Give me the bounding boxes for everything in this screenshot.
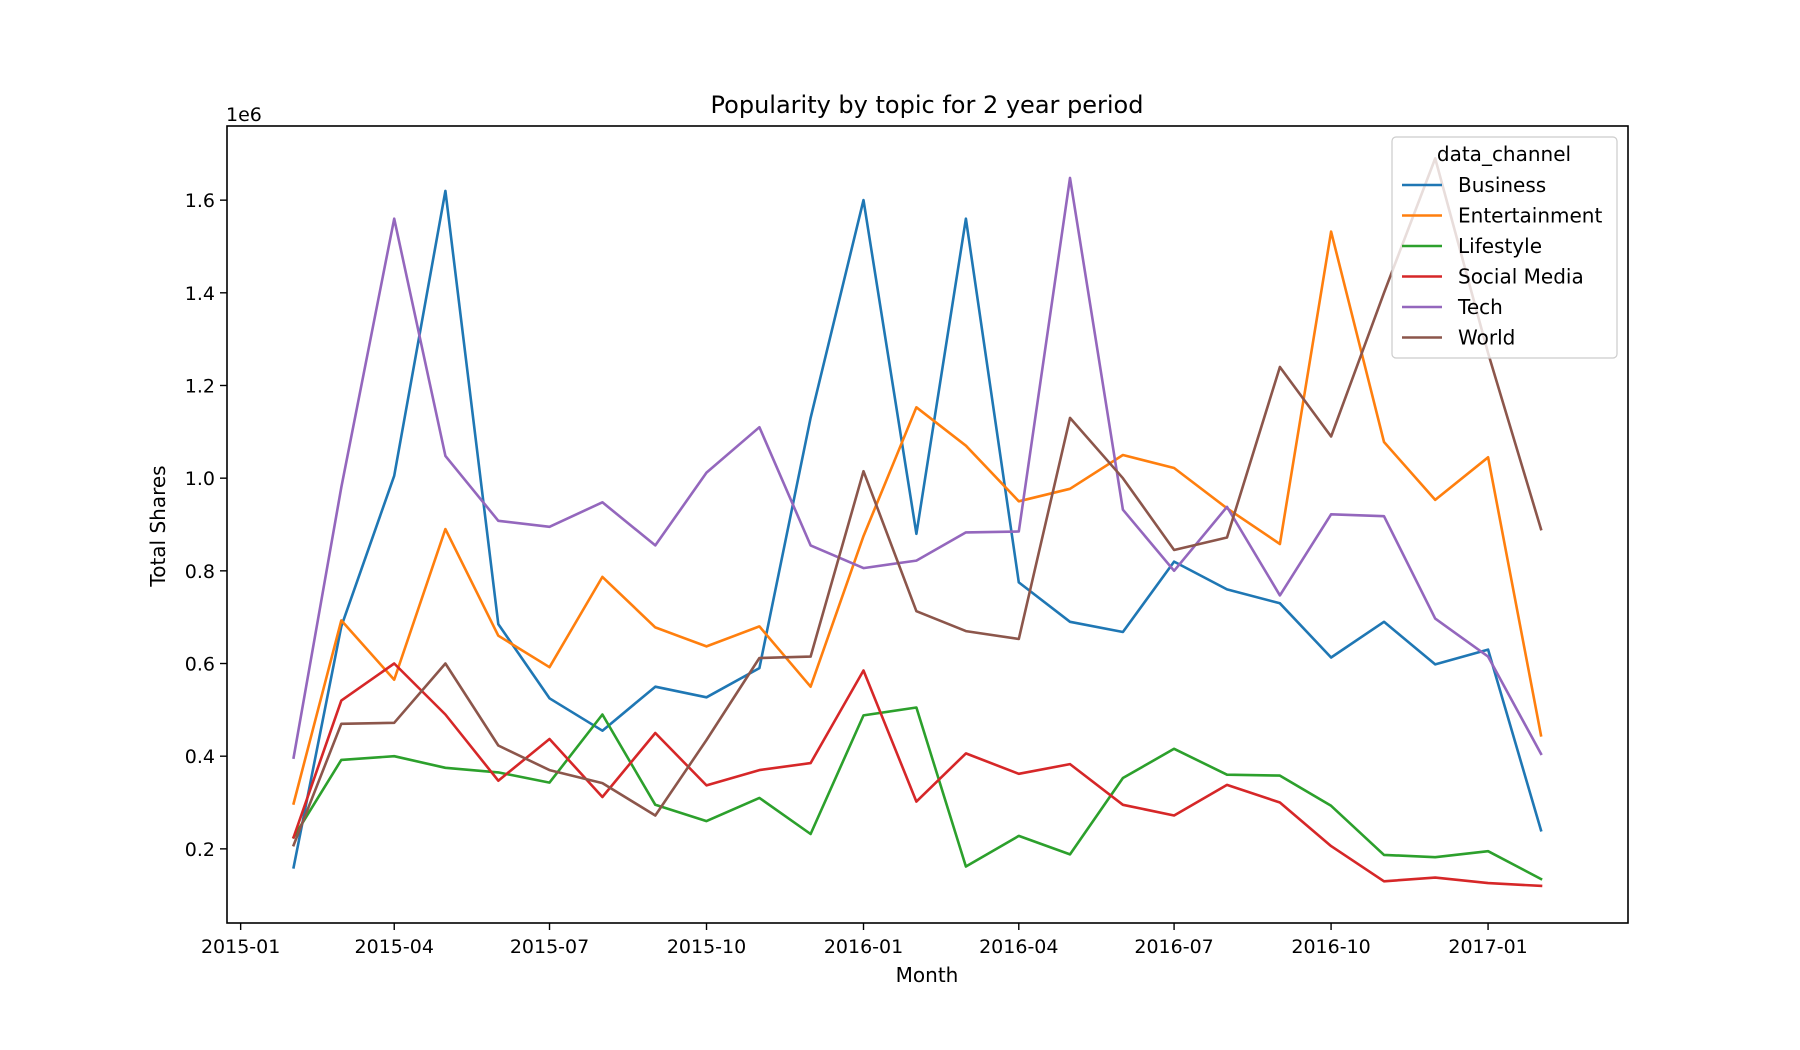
y-tick-label: 0.4 — [185, 746, 215, 768]
series-line-tech — [292, 176, 1543, 760]
x-tick-label: 2015-10 — [667, 936, 746, 958]
x-tick-label: 2016-01 — [824, 936, 903, 958]
y-tick-label: 1.4 — [185, 283, 215, 305]
x-axis-label: Month — [896, 963, 959, 987]
plot-frame — [226, 125, 1629, 924]
series-lines — [291, 157, 1543, 888]
y-tick-label: 1.6 — [185, 190, 215, 212]
legend-box — [1391, 136, 1618, 359]
legend-label-tech: Tech — [1457, 295, 1503, 319]
legend-label-lifestyle: Lifestyle — [1458, 234, 1542, 258]
y-tick-label: 0.6 — [185, 654, 215, 676]
x-tick-label: 2016-07 — [1134, 936, 1213, 958]
x-tick-label: 2015-07 — [510, 936, 589, 958]
axis-ticks: 2015-01 2015-04 2015-07 2015-10 2016-01 2016-… — [185, 190, 1528, 958]
x-tick-label: 2016-04 — [979, 936, 1058, 958]
x-tick-label: 2017-01 — [1448, 936, 1527, 958]
x-tick-label: 2015-01 — [201, 936, 280, 958]
legend-label-entertainment: Entertainment — [1458, 204, 1602, 228]
y-axis-label: Total Shares — [146, 465, 170, 587]
y-tick-label: 0.8 — [185, 561, 215, 583]
legend-label-world: World — [1458, 326, 1515, 350]
legend-items: Business Entertainment Lifestyle Social Med… — [1402, 173, 1602, 350]
series-line-lifestyle — [291, 706, 1543, 881]
legend-label-business: Business — [1458, 173, 1546, 197]
series-line-entertainment — [292, 230, 1543, 806]
y-tick-label: 1.2 — [185, 375, 215, 397]
series-line-world — [291, 157, 1543, 847]
legend-label-social-media: Social Media — [1458, 265, 1584, 289]
legend-title: data_channel — [1437, 142, 1571, 166]
x-tick-label: 2015-04 — [355, 936, 434, 958]
y-axis-offset-label: 1e6 — [226, 104, 262, 126]
y-tick-label: 1.0 — [185, 468, 215, 490]
x-tick-label: 2016-10 — [1291, 936, 1370, 958]
series-line-social-media — [291, 662, 1543, 888]
series-line-business — [292, 189, 1543, 869]
chart-title: Popularity by topic for 2 year period — [711, 91, 1144, 119]
y-tick-label: 0.2 — [185, 839, 215, 861]
legend: data_channel Business Entertainment Lifest… — [1391, 136, 1618, 359]
